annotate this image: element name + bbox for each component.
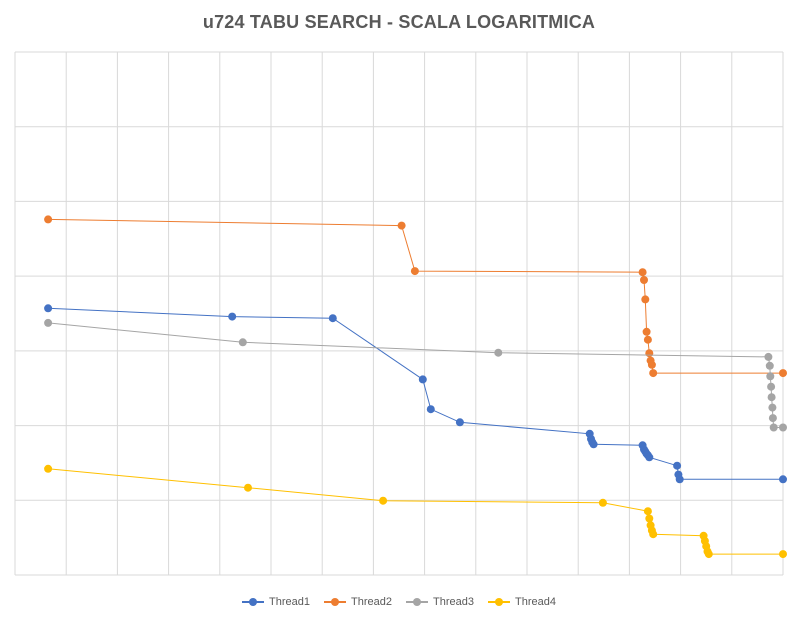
legend-label: Thread1 xyxy=(269,596,311,608)
data-point-thread2 xyxy=(779,369,787,378)
legend-swatch xyxy=(406,597,428,607)
legend-label: Thread3 xyxy=(433,596,474,608)
series-thread2 xyxy=(44,215,787,378)
data-point-thread4 xyxy=(645,514,654,523)
legend-item-thread1: Thread1 xyxy=(242,596,310,608)
data-point-thread2 xyxy=(640,276,648,284)
data-point-thread3 xyxy=(44,318,53,327)
legend-item-thread4: Thread4 xyxy=(487,596,556,608)
data-point-thread4 xyxy=(643,507,652,516)
data-point-thread2 xyxy=(647,360,656,369)
legend-label: Thread2 xyxy=(351,596,392,608)
gridlines xyxy=(14,51,784,576)
data-point-thread4 xyxy=(44,464,53,473)
series-line-thread2 xyxy=(48,218,783,374)
data-point-thread2 xyxy=(645,349,654,358)
data-point-thread3 xyxy=(766,372,775,381)
data-point-thread4 xyxy=(598,498,607,507)
data-point-thread2 xyxy=(643,335,652,344)
data-point-thread3 xyxy=(764,352,773,361)
legend-swatch xyxy=(324,597,347,607)
data-point-thread3 xyxy=(767,393,776,402)
data-point-thread1 xyxy=(779,475,787,484)
legend: Thread1 Thread2 Thread3 Thread4 xyxy=(0,593,798,611)
data-point-thread1 xyxy=(645,453,654,462)
data-point-thread2 xyxy=(649,369,658,378)
data-point-thread1 xyxy=(426,405,435,414)
data-point-thread1 xyxy=(418,375,427,384)
data-point-thread1 xyxy=(673,461,682,470)
data-point-thread4 xyxy=(704,550,713,559)
legend-swatch xyxy=(242,597,265,607)
series-line-thread4 xyxy=(48,468,783,555)
legend-label: Thread4 xyxy=(514,596,556,608)
data-point-thread2 xyxy=(642,327,651,336)
legend-item-thread2: Thread2 xyxy=(324,596,392,608)
data-point-thread3 xyxy=(238,338,247,347)
series-thread3 xyxy=(44,318,787,432)
data-point-thread2 xyxy=(410,267,419,276)
chart-title: u724 TABU SEARCH - SCALA LOGARITMICA xyxy=(202,12,596,32)
data-point-thread1 xyxy=(44,304,53,313)
data-point-thread2 xyxy=(44,215,53,224)
data-point-thread4 xyxy=(779,550,787,559)
data-point-thread3 xyxy=(769,423,778,432)
data-point-thread1 xyxy=(675,475,684,484)
series-line-thread3 xyxy=(48,322,783,428)
data-point-thread2 xyxy=(638,268,647,277)
data-point-thread1 xyxy=(455,418,464,427)
data-point-thread1 xyxy=(328,314,337,323)
data-point-thread4 xyxy=(244,483,252,492)
data-point-thread2 xyxy=(397,221,406,230)
data-point-thread2 xyxy=(641,295,650,304)
data-point-thread3 xyxy=(494,348,503,357)
data-point-thread1 xyxy=(228,312,237,321)
series-thread1 xyxy=(44,304,787,484)
data-point-thread3 xyxy=(767,382,776,391)
data-point-thread3 xyxy=(779,423,787,432)
series-line-thread1 xyxy=(48,307,783,480)
data-point-thread3 xyxy=(765,361,774,370)
data-point-thread4 xyxy=(379,496,388,505)
legend-item-thread3: Thread3 xyxy=(406,596,474,608)
legend-swatch xyxy=(487,597,510,607)
data-point-thread1 xyxy=(589,440,598,449)
series-thread4 xyxy=(44,464,787,559)
data-point-thread3 xyxy=(768,414,777,423)
data-point-thread4 xyxy=(649,530,658,539)
data-point-thread3 xyxy=(768,403,777,412)
